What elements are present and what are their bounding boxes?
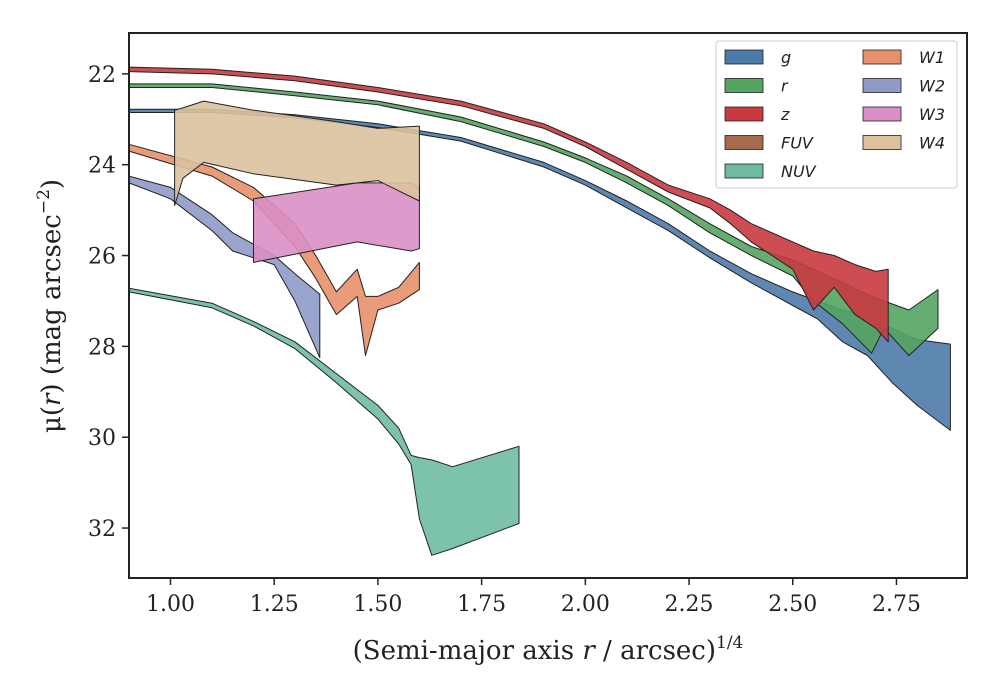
- series-area-g: [128, 108, 951, 431]
- legend-swatch-w4: [862, 135, 902, 150]
- x-tick-label: 1.00: [146, 592, 195, 617]
- legend-swatch-w1: [862, 49, 902, 65]
- legend-label-z: z: [780, 105, 790, 124]
- x-axis-label: (Semi-major axis r / arcsec)1/4: [353, 633, 744, 666]
- legend-label-w3: W3: [919, 105, 945, 124]
- y-tick-label: 30: [88, 426, 116, 451]
- x-tick-label: 1.25: [250, 592, 299, 617]
- x-axis-label-tail: / arcsec): [595, 636, 716, 666]
- legend-swatch-fuv: [724, 135, 764, 150]
- plot-frame: [128, 32, 968, 579]
- y-tick-label: 28: [88, 335, 116, 360]
- y-axis: 22 24 26 28 30 32: [88, 63, 129, 542]
- y-axis-label: μ(r) (mag arcsec−2): [34, 179, 67, 433]
- legend-swatch-r: [724, 78, 764, 93]
- legend-label-fuv: FUV: [781, 134, 814, 153]
- series-area-w4: [174, 100, 420, 207]
- legend-swatch-z: [724, 106, 764, 122]
- x-axis: 1.00 1.25 1.50 1.75 2.00 2.25 2.50 2.75: [146, 578, 921, 617]
- x-tick-label: 2.50: [768, 592, 817, 617]
- x-tick-label: 2.25: [665, 592, 714, 617]
- x-tick-label: 1.75: [457, 592, 506, 617]
- legend-frame: [715, 40, 958, 189]
- legend-label-w2: W2: [919, 77, 945, 96]
- y-axis-label-tail: ) (mag arcsec: [37, 214, 67, 393]
- series-area-r: [128, 83, 939, 356]
- y-axis-label-sup: −2: [34, 189, 54, 214]
- x-tick-label: 2.00: [561, 592, 610, 617]
- y-tick-label: 22: [88, 63, 116, 88]
- legend-swatch-nuv: [724, 163, 764, 179]
- x-axis-label-main: (Semi-major axis: [353, 636, 583, 666]
- legend-swatch-w2: [862, 78, 902, 93]
- x-tick-label: 2.75: [872, 592, 921, 617]
- x-tick-label: 1.50: [353, 592, 402, 617]
- y-axis-label-var: r: [37, 392, 67, 406]
- y-tick-label: 26: [88, 245, 116, 270]
- legend-swatch-g: [724, 49, 764, 65]
- series-area-nuv: [128, 287, 520, 556]
- legend-swatch-w3: [862, 106, 902, 122]
- legend-label-r: r: [781, 77, 789, 96]
- series-area-w2: [128, 175, 321, 359]
- series-area-w3: [253, 182, 420, 263]
- legend-label-w4: W4: [919, 134, 945, 153]
- series-areas: [128, 66, 951, 556]
- series-area-z: [128, 66, 889, 343]
- x-axis-label-sup: 1/4: [716, 633, 743, 653]
- legend-label-w1: W1: [919, 48, 945, 67]
- legend-label-nuv: NUV: [781, 162, 817, 181]
- y-tick-label: 32: [88, 517, 116, 542]
- y-axis-label-close: ): [37, 179, 67, 189]
- legend-label-g: g: [781, 48, 791, 67]
- x-axis-label-var: r: [582, 636, 596, 666]
- y-tick-label: 24: [88, 154, 116, 179]
- y-axis-label-main: μ(: [37, 406, 67, 433]
- legend: grz FUV NUV W1 W2 W3 W4: [715, 40, 958, 189]
